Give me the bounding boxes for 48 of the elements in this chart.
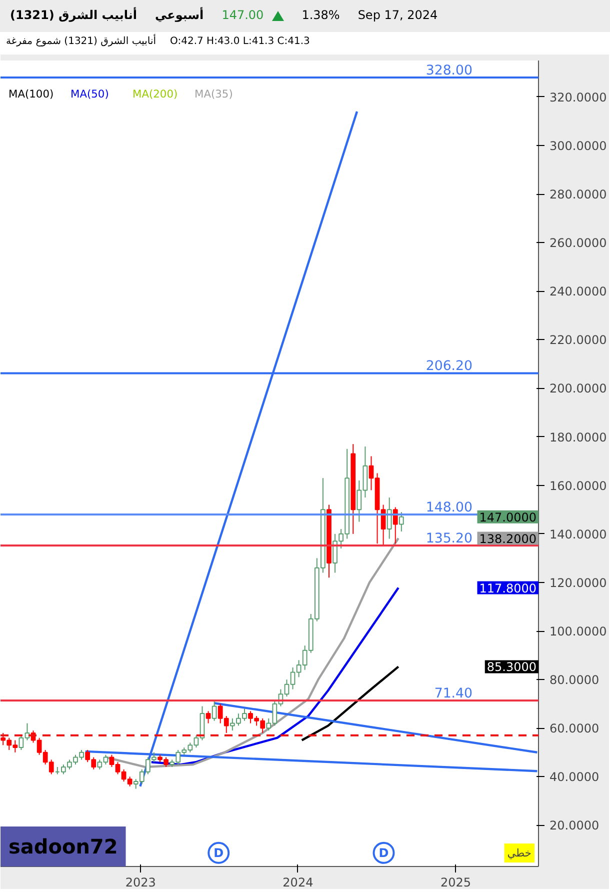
y-tick-label: 160.0000 [550,478,607,493]
line-series [300,666,400,742]
text: MA(50) [70,88,109,100]
y-tick-label: 20.0000 [550,818,600,833]
x-tick-label: 2025 [440,876,472,890]
annotation: خطي [507,846,532,860]
ref-line-label: 328.00 [426,63,473,78]
y-tick-label: 180.0000 [550,430,607,444]
y-tick-label: 300.0000 [550,138,607,153]
y-tick-label: 320.0000 [550,90,607,104]
candlestick [386,496,392,540]
text: MA(100) [8,88,54,100]
x-tick-label: 2024 [282,876,314,890]
ref-line-label: 206.20 [426,359,473,374]
candlestick [398,512,404,532]
y-tick-label: 240.0000 [550,284,607,299]
text: أنابيب الشرق (1321) شموع مفرغة [6,34,156,49]
y-tick-label: 140.0000 [550,527,607,542]
y-tick-label: 200.0000 [550,382,607,396]
ref-line-label: 71.40 [434,686,472,702]
y-tick-label: 100.0000 [550,624,607,639]
text: Sep 17, 2024 [358,7,438,24]
text: 147.00 [222,7,264,24]
candlestick [206,710,211,724]
y-tick-label: 280.0000 [550,188,607,202]
candlestick [212,700,217,722]
annotation: D [214,846,224,860]
text: O:42.7 H:43.0 L:41.3 C:41.3 [170,34,310,49]
x-tick-label: 2023 [125,876,156,890]
annotation: 138.2000 [479,532,537,546]
y-tick-label: 220.0000 [550,333,607,348]
text: 1.38% [302,7,340,24]
text: MA(35) [194,88,233,100]
ref-line-label: 148.00 [426,500,473,516]
legend-label: MA(200) [132,88,178,100]
annotation: sadoon72 [8,834,118,858]
chart-title: أنابيب الشرق (1321) [10,8,137,22]
y-tick-label: 40.0000 [550,770,600,784]
y-tick-label: 120.0000 [550,576,607,590]
annotation: 117.8000 [479,581,537,596]
annotation: 85.3000 [486,660,536,674]
annotation: D [378,846,389,860]
y-tick-label: 260.0000 [550,236,607,250]
ref-line-label: 135.20 [426,532,473,547]
y-tick-label: 80.0000 [550,673,600,688]
chart-subtitle: أسبوعي [155,8,204,22]
y-tick-label: 60.0000 [550,722,600,736]
annotation: 147.0000 [479,510,537,524]
